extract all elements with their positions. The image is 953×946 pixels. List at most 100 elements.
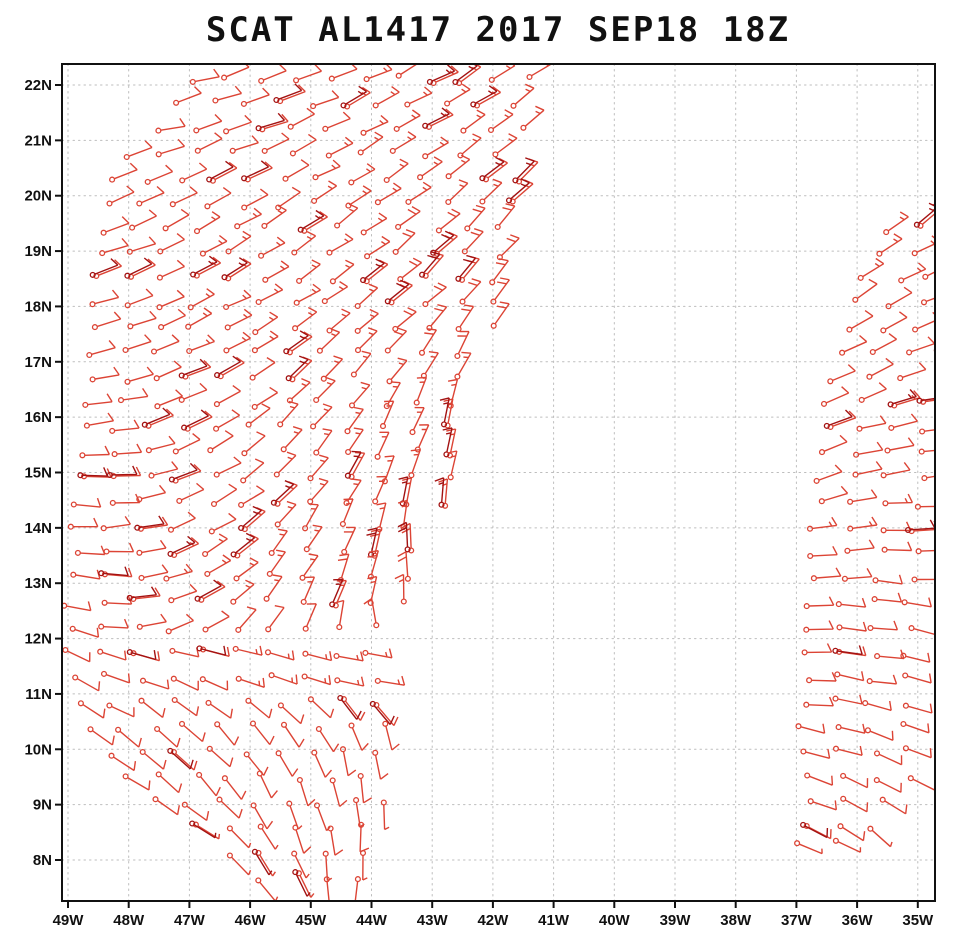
station-circle xyxy=(426,324,433,331)
wind-barb xyxy=(311,749,333,778)
wind-barb xyxy=(213,385,241,408)
station-circle xyxy=(445,198,452,206)
station-circle xyxy=(328,75,335,82)
wind-barb-staff xyxy=(302,209,325,230)
wind-barb xyxy=(167,511,196,533)
station-circle xyxy=(395,223,402,230)
wind-barb xyxy=(907,775,935,791)
wind-barb-staff xyxy=(330,136,354,156)
station-circle xyxy=(110,473,117,480)
wind-barb-staff xyxy=(838,745,863,756)
wind-barb xyxy=(286,800,303,830)
wind-barb-staff xyxy=(839,671,865,682)
wind-barb-staff xyxy=(306,603,317,627)
wind-barb-staff xyxy=(115,493,141,504)
wind-barb xyxy=(221,775,247,800)
wind-barb-staff xyxy=(89,412,115,426)
station-circle xyxy=(413,399,420,406)
wind-barb-staff xyxy=(856,278,878,299)
wind-barb xyxy=(77,700,106,719)
station-circle xyxy=(383,176,390,184)
wind-barb xyxy=(858,382,887,403)
station-circle xyxy=(354,347,362,354)
wind-barb xyxy=(803,596,835,610)
station-circle xyxy=(293,299,300,306)
wind-barb-staff xyxy=(858,441,884,455)
station-circle xyxy=(869,348,876,356)
wind-barb xyxy=(818,434,848,456)
wind-barb-staff xyxy=(421,156,443,177)
wind-barb xyxy=(452,64,478,86)
wind-barb xyxy=(509,179,534,205)
wind-barb-staff xyxy=(246,506,266,529)
wind-barb xyxy=(445,179,469,206)
wind-barb-staff xyxy=(400,64,419,75)
station-circle xyxy=(280,721,288,728)
station-circle xyxy=(187,304,194,311)
station-circle xyxy=(404,101,411,108)
wind-barb xyxy=(156,289,185,311)
wind-barb-staff xyxy=(377,86,400,105)
wind-barb xyxy=(313,428,333,456)
wind-barb-staff xyxy=(245,431,266,453)
wind-barb-staff xyxy=(494,301,510,325)
wind-barb-staff xyxy=(434,477,445,503)
wind-barb-staff xyxy=(456,64,478,82)
wind-barb xyxy=(109,493,141,506)
wind-barb xyxy=(124,257,153,279)
station-circle xyxy=(322,125,329,132)
station-circle xyxy=(137,525,144,532)
wind-barb-staff xyxy=(338,651,364,662)
station-circle xyxy=(196,771,203,778)
station-circle xyxy=(256,770,263,777)
station-circle xyxy=(479,198,486,205)
wind-barb-staff xyxy=(332,782,348,808)
station-circle xyxy=(846,326,853,333)
wind-barb-staff xyxy=(439,397,450,423)
station-circle xyxy=(920,299,928,306)
wind-barb xyxy=(422,107,450,129)
wind-barb-staff xyxy=(852,489,878,503)
wind-barb-staff xyxy=(910,519,935,531)
wind-barb xyxy=(109,162,138,183)
station-circle xyxy=(339,520,346,528)
wind-barb-staff xyxy=(242,505,262,528)
station-circle xyxy=(97,648,104,655)
wind-barb-staff xyxy=(319,730,340,753)
wind-barb-staff xyxy=(231,829,252,849)
wind-barb-staff xyxy=(242,485,265,505)
wind-barb-staff xyxy=(218,385,241,404)
wind-barb xyxy=(115,726,142,748)
wind-barb-staff xyxy=(91,340,116,355)
wind-barb xyxy=(251,330,279,354)
wind-barb-staff xyxy=(878,780,902,793)
wind-barb-staff xyxy=(287,159,310,179)
wind-barb-staff xyxy=(141,185,165,204)
wind-barb xyxy=(880,311,908,334)
wind-barb xyxy=(233,557,259,582)
wind-barb-staff xyxy=(249,701,273,719)
wind-barb-staff xyxy=(127,334,152,350)
wind-barb-staff xyxy=(842,826,866,842)
wind-barb xyxy=(145,435,176,454)
station-circle xyxy=(397,276,404,283)
wind-barb xyxy=(235,675,265,688)
wind-barb-staff xyxy=(173,462,198,480)
wind-barb-staff xyxy=(430,304,448,327)
x-tick-label: 43W xyxy=(417,912,449,929)
wind-barb xyxy=(902,745,932,759)
station-circle xyxy=(186,347,193,355)
wind-barb xyxy=(922,271,935,280)
wind-barb xyxy=(380,799,390,831)
wind-barb xyxy=(300,576,316,605)
wind-barb xyxy=(455,304,475,333)
wind-barb xyxy=(315,725,340,753)
wind-barb xyxy=(240,87,270,107)
wind-barb xyxy=(339,498,354,528)
wind-barb-staff xyxy=(228,114,252,132)
wind-barb-staff xyxy=(298,64,322,81)
wind-barb-staff xyxy=(150,408,174,426)
wind-barb xyxy=(204,554,232,577)
wind-barb-staff xyxy=(494,277,510,301)
wind-barb-staff xyxy=(461,133,482,155)
